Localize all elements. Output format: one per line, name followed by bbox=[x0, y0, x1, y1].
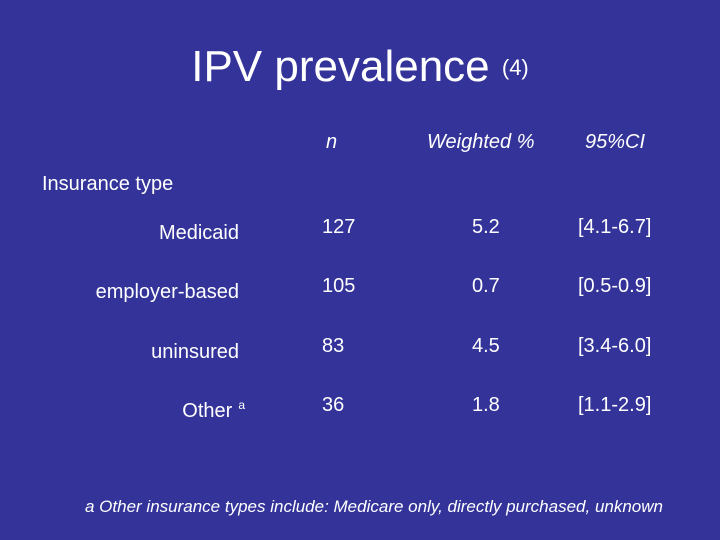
row-ci: [1.1-2.9] bbox=[578, 394, 652, 416]
row-weighted: 4.5 bbox=[472, 335, 500, 357]
row-n: 105 bbox=[322, 275, 356, 297]
row-label: Other a bbox=[0, 393, 245, 423]
row-label: employer-based bbox=[0, 274, 245, 304]
row-label: Medicaid bbox=[0, 215, 245, 245]
row-ci: [4.1-6.7] bbox=[578, 216, 652, 238]
row-label: uninsured bbox=[0, 334, 245, 364]
row-weighted: 5.2 bbox=[472, 216, 500, 238]
section-label-insurance-type: Insurance type bbox=[42, 173, 174, 195]
row-label-text: uninsured bbox=[151, 341, 239, 363]
title-reference: (4) bbox=[501, 55, 529, 80]
row-weighted: 1.8 bbox=[472, 394, 500, 416]
column-header-ci: 95%CI bbox=[585, 131, 646, 153]
row-label-text: Medicaid bbox=[158, 222, 239, 244]
footnote: a Other insurance types include: Medicar… bbox=[85, 497, 663, 516]
row-n: 127 bbox=[322, 216, 356, 238]
column-header-n: n bbox=[326, 131, 338, 153]
row-label-superscript: a bbox=[238, 398, 245, 412]
row-label-text: Other bbox=[182, 400, 233, 422]
column-header-weighted: Weighted % bbox=[427, 131, 535, 153]
row-ci: [0.5-0.9] bbox=[578, 275, 652, 297]
row-ci: [3.4-6.0] bbox=[578, 335, 652, 357]
row-n: 36 bbox=[322, 394, 345, 416]
title-text: IPV prevalence bbox=[191, 42, 490, 91]
row-n: 83 bbox=[322, 335, 345, 357]
row-label-text: employer-based bbox=[95, 281, 239, 303]
row-weighted: 0.7 bbox=[472, 275, 500, 297]
slide-title: IPV prevalence (4) bbox=[0, 40, 720, 95]
